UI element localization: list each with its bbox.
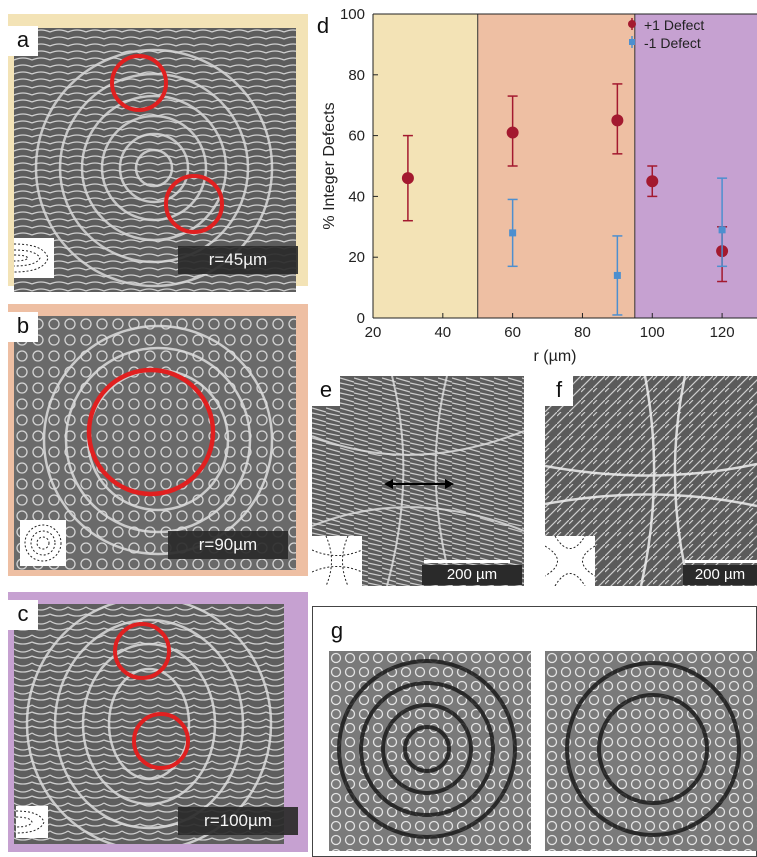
x-tick-label: 120 (710, 324, 735, 341)
legend-label: -1 Defect (644, 35, 701, 51)
x-tick-label: 100 (640, 324, 665, 341)
data-point-plus-defect (401, 172, 414, 185)
data-point-plus-defect (646, 175, 659, 188)
x-tick-label: 20 (365, 324, 382, 341)
panel-c-director-inset (15, 806, 48, 838)
panel-d: d 0 20 40 60 80 100 20 40 60 80 100 120 r (µm)% Inte… (310, 0, 757, 366)
x-tick-label: 80 (574, 324, 591, 341)
panel-b-director-inset (20, 520, 66, 566)
data-point-minus-defect (509, 229, 517, 237)
panel-f: f 200 µm (544, 376, 757, 587)
panel-f-micrograph (545, 376, 757, 586)
panel-c-micrograph (14, 604, 284, 844)
panel-f-scalebar (685, 560, 757, 563)
panel-b-director-sketch (24, 524, 62, 562)
y-tick-label: 60 (348, 128, 365, 145)
panel-g-right-micrograph-art (545, 651, 757, 851)
panel-e: e 200 µm (311, 376, 524, 587)
data-point-minus-defect (718, 226, 726, 234)
chart-background-band (477, 14, 635, 318)
defect-circle-marker (132, 712, 190, 770)
panel-a-defect-markers (110, 54, 224, 234)
y-axis-label: % Integer Defects (321, 102, 338, 229)
panel-e-director-sketch (311, 535, 363, 587)
x-axis-label: r (µm) (534, 348, 577, 365)
panel-g-letter: g (325, 617, 349, 647)
data-point-plus-defect (506, 126, 519, 139)
y-tick-label: 80 (348, 67, 365, 84)
y-tick-label: 20 (348, 249, 365, 266)
panel-b-letter: b (8, 312, 38, 342)
panel-c-defect-markers (113, 622, 190, 770)
panel-f-scalebar-label: 200 µm (683, 565, 757, 585)
data-point-minus-defect (613, 271, 621, 279)
panel-f-director-sketch (544, 535, 596, 587)
defect-circle-marker (164, 174, 224, 234)
panel-a-radius-label: r=45µm (178, 246, 298, 274)
x-tick-label: 40 (434, 324, 451, 341)
x-tick-label: 60 (504, 324, 521, 341)
panel-f-director-inset (544, 535, 596, 587)
panel-b-micrograph (14, 316, 296, 570)
panel-g-micrograph-left (329, 651, 531, 851)
panel-e-director-inset (311, 535, 363, 587)
panel-e-scalebar-label: 200 µm (422, 565, 522, 585)
defect-circle-marker (110, 54, 168, 112)
panel-g-micrograph-right (545, 651, 757, 851)
legend-label: +1 Defect (644, 17, 704, 33)
panel-c-letter: c (8, 600, 38, 630)
data-point-plus-defect (611, 114, 624, 127)
legend-marker (629, 39, 635, 45)
panel-a-letter: a (8, 26, 38, 56)
panel-b-defect-markers (86, 367, 216, 497)
panel-d-letter: d (316, 13, 330, 38)
defect-circle-marker (113, 622, 171, 680)
panel-e-micrograph-art (312, 376, 524, 586)
panel-e-letter: e (312, 376, 340, 406)
chart-background-band (373, 14, 478, 318)
panel-e-scalebar (424, 560, 510, 563)
panel-a-director-sketch (13, 243, 49, 273)
panel-g: g (312, 606, 757, 857)
panel-c-director-sketch (15, 810, 45, 834)
defect-circle-marker (86, 367, 216, 497)
panel-b-radius-label: r=90µm (168, 531, 288, 559)
y-tick-label: 0 (357, 310, 365, 327)
panel-g-left-micrograph-art (329, 651, 531, 851)
legend-marker (628, 20, 636, 28)
panel-f-letter: f (545, 376, 573, 406)
panel-c: c r=100µm (8, 592, 308, 852)
panel-c-micrograph-art (14, 604, 284, 844)
panel-b: b r=90µm (8, 304, 308, 576)
panel-a: a r=45µm (8, 14, 308, 292)
panel-a-director-inset (13, 238, 54, 278)
y-tick-label: 100 (340, 6, 365, 23)
y-tick-label: 40 (348, 188, 365, 205)
panel-e-distance-arrow (384, 479, 454, 489)
panel-c-radius-label: r=100µm (178, 807, 298, 835)
